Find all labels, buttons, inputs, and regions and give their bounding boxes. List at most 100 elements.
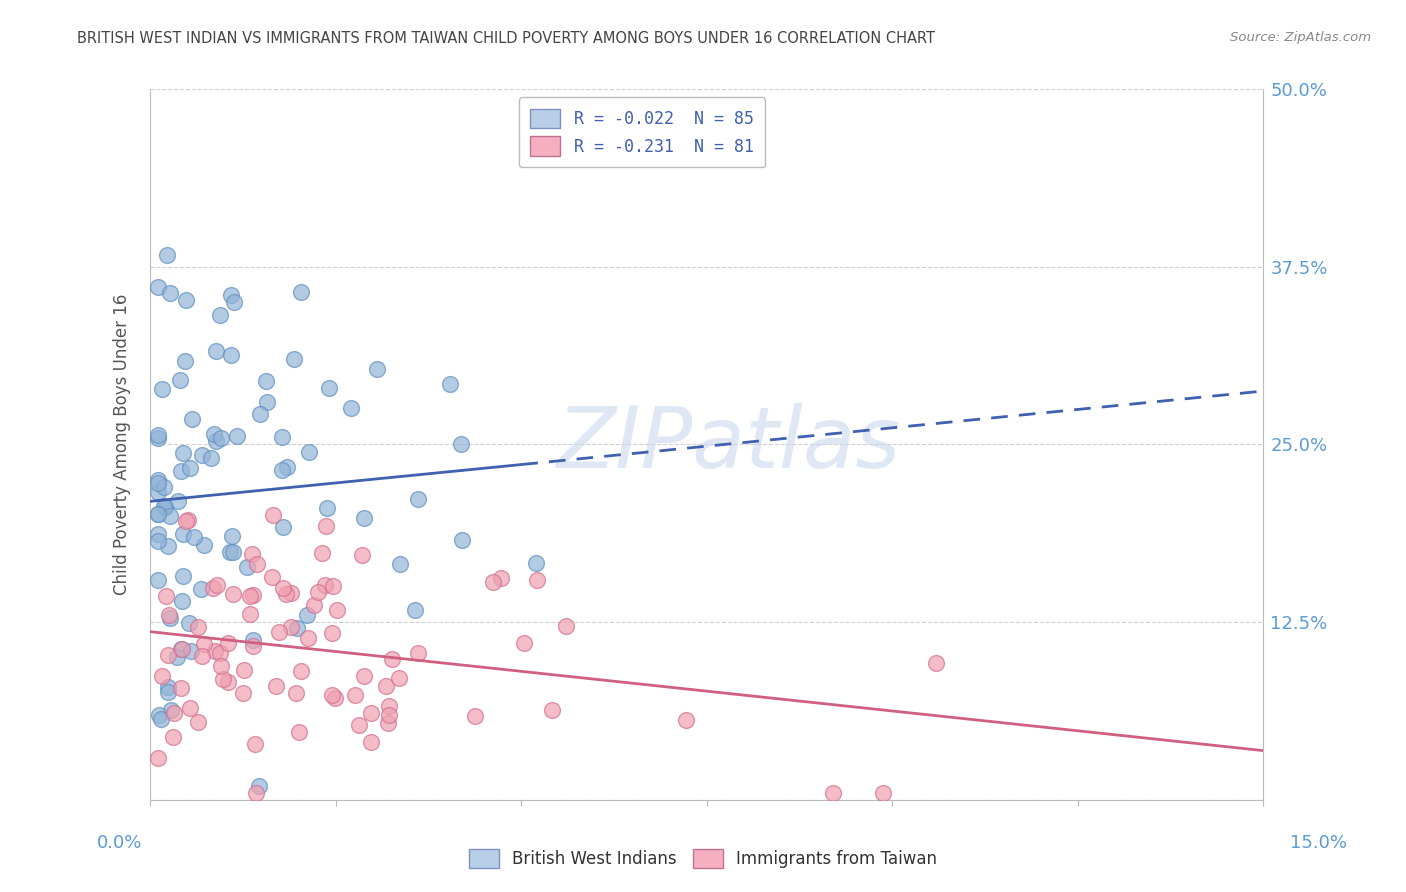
Point: [204, 344, 226, 359]
Point: [226, 429, 249, 443]
Point: [156, 247, 179, 261]
Point: [280, 620, 302, 634]
Point: [146, 508, 169, 522]
Point: [146, 507, 169, 521]
Point: [160, 703, 183, 717]
Point: [157, 648, 180, 662]
Point: [381, 652, 404, 666]
Point: [450, 437, 472, 451]
Point: [464, 709, 486, 723]
Point: [150, 669, 173, 683]
Point: [146, 473, 169, 487]
Point: [157, 540, 180, 554]
Point: [388, 672, 411, 686]
Point: [249, 408, 271, 422]
Point: [321, 688, 343, 702]
Point: [271, 582, 294, 596]
Point: [243, 737, 266, 751]
Point: [209, 431, 232, 445]
Point: [290, 285, 312, 299]
Point: [240, 548, 263, 562]
Point: [406, 492, 429, 507]
Point: [187, 620, 209, 634]
Point: [201, 581, 224, 595]
Point: [159, 285, 181, 300]
Point: [146, 427, 169, 442]
Point: [159, 610, 181, 624]
Point: [311, 546, 333, 560]
Point: [375, 679, 398, 693]
Point: [155, 500, 177, 514]
Point: [288, 725, 311, 739]
Point: [204, 644, 226, 658]
Point: [152, 480, 174, 494]
Point: [146, 475, 169, 490]
Point: [404, 603, 426, 617]
Point: [377, 716, 399, 731]
Point: [323, 691, 346, 706]
Point: [176, 513, 198, 527]
Point: [148, 708, 170, 723]
Point: [217, 636, 239, 650]
Point: [439, 376, 461, 391]
Point: [491, 571, 513, 585]
Point: [314, 578, 336, 592]
Point: [159, 508, 181, 523]
Point: [353, 669, 375, 683]
Point: [302, 599, 325, 613]
Point: [166, 650, 188, 665]
Point: [155, 500, 177, 514]
Point: [231, 686, 253, 700]
Point: [276, 460, 298, 475]
Point: [344, 688, 367, 702]
Point: [315, 519, 337, 533]
Point: [146, 485, 169, 500]
Point: [146, 431, 169, 445]
Point: [360, 706, 382, 720]
Point: [208, 647, 231, 661]
Point: [321, 626, 343, 640]
Point: [179, 616, 201, 631]
Point: [233, 663, 256, 677]
Point: [242, 588, 264, 602]
Point: [200, 451, 222, 466]
Point: [270, 463, 292, 477]
Point: [181, 412, 204, 426]
Text: Source: ZipAtlas.com: Source: ZipAtlas.com: [1230, 31, 1371, 45]
Point: [526, 573, 548, 587]
Point: [266, 679, 288, 693]
Text: BRITISH WEST INDIAN VS IMMIGRANTS FROM TAIWAN CHILD POVERTY AMONG BOYS UNDER 16 : BRITISH WEST INDIAN VS IMMIGRANTS FROM T…: [77, 31, 935, 46]
Point: [366, 362, 388, 376]
Point: [316, 500, 339, 515]
Point: [146, 280, 169, 294]
Point: [262, 508, 284, 522]
Point: [193, 637, 215, 651]
Point: [183, 530, 205, 544]
Point: [172, 446, 194, 460]
Point: [524, 556, 547, 570]
Point: [246, 557, 269, 571]
Point: [190, 582, 212, 596]
Point: [285, 685, 308, 699]
Point: [242, 633, 264, 648]
Point: [217, 675, 239, 690]
Point: [172, 641, 194, 656]
Point: [146, 750, 169, 764]
Point: [283, 352, 305, 367]
Point: [271, 430, 294, 444]
Text: 15.0%: 15.0%: [1291, 834, 1347, 852]
Point: [339, 401, 361, 415]
Point: [157, 684, 180, 698]
Point: [180, 644, 202, 658]
Point: [236, 559, 259, 574]
Point: [269, 624, 291, 639]
Point: [353, 511, 375, 525]
Point: [174, 354, 197, 368]
Point: [377, 707, 399, 722]
Legend: R = -0.022  N = 85, R = -0.231  N = 81: R = -0.022 N = 85, R = -0.231 N = 81: [519, 97, 765, 168]
Point: [187, 714, 209, 729]
Point: [290, 664, 312, 678]
Point: [152, 499, 174, 513]
Point: [170, 642, 193, 657]
Point: [271, 520, 294, 534]
